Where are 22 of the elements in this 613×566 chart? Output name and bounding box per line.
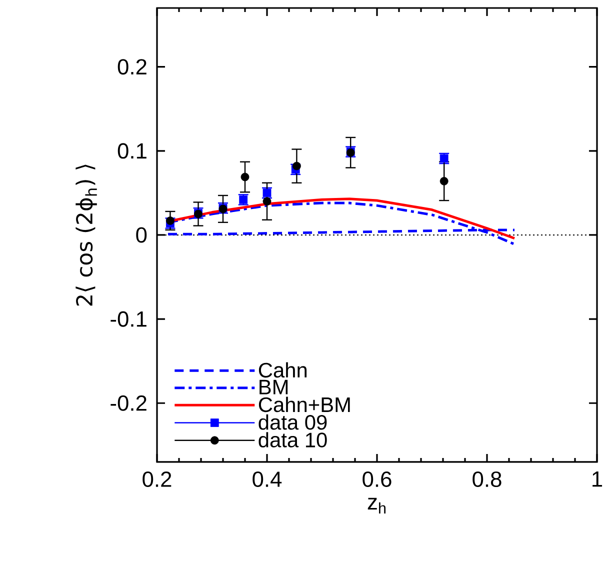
- y-tick-label: 0.2: [118, 59, 146, 75]
- y-axis-title: 2⟨ cos (2ϕ$_{h}$) ⟩: [76, 164, 97, 306]
- y-tick-label: -0.2: [110, 395, 146, 411]
- legend-label: BM: [260, 380, 288, 394]
- y-tick-label: 0: [136, 227, 147, 243]
- x-tick-label: 0.4: [252, 471, 282, 488]
- legend-label: data 10: [258, 432, 327, 448]
- legend-label: Cahn: [258, 362, 307, 378]
- point: [166, 216, 174, 225]
- point: [440, 176, 448, 186]
- x-tick-label: 1: [592, 472, 602, 487]
- point: [292, 162, 301, 170]
- point: [262, 197, 272, 206]
- x-tick-label: 0.2: [142, 471, 172, 488]
- x-axis-title: z$_{h}$: [368, 498, 386, 514]
- point: [240, 172, 250, 182]
- y-tick-label: 0.1: [118, 143, 146, 159]
- legend-label: data 09: [258, 414, 327, 430]
- x-tick-label: 0.8: [472, 471, 502, 488]
- y-tick-label: -0.1: [110, 311, 146, 327]
- legend-label: Cahn+BM: [258, 396, 350, 412]
- x-tick-label: 0.6: [362, 471, 392, 488]
